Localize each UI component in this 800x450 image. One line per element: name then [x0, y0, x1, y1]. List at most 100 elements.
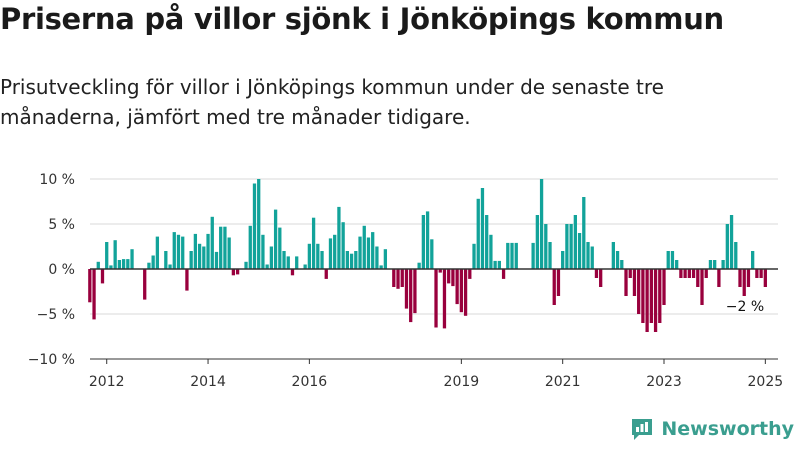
bar: [303, 264, 307, 269]
bar: [121, 259, 126, 269]
bar: [729, 215, 734, 269]
bar: [278, 227, 282, 269]
bar: [645, 269, 649, 332]
y-tick-label: −10 %: [28, 352, 75, 368]
bar: [649, 269, 653, 323]
bar: [117, 260, 122, 269]
bar: [189, 251, 193, 269]
bar: [223, 226, 227, 269]
bar: [510, 242, 514, 269]
bar: [164, 251, 168, 269]
bar: [210, 216, 214, 269]
bar: [421, 215, 425, 269]
bar: [476, 198, 480, 269]
x-tick-label: 2016: [292, 374, 328, 390]
bar: [155, 236, 160, 269]
bar: [590, 246, 594, 269]
bar: [615, 251, 620, 269]
bar: [451, 269, 455, 287]
bar: [704, 269, 708, 278]
bar: [366, 237, 371, 269]
bar: [337, 206, 341, 269]
bar: [565, 224, 569, 269]
bar: [282, 251, 286, 269]
bar: [586, 242, 590, 269]
bar: [252, 183, 257, 269]
bars: [88, 179, 767, 332]
bar: [354, 251, 358, 269]
bar: [628, 269, 632, 278]
bar: [257, 179, 261, 269]
bar: [286, 256, 290, 269]
axes: [90, 268, 778, 360]
bar: [544, 224, 548, 269]
bar: [181, 236, 185, 269]
bar: [569, 224, 573, 269]
bar: [295, 256, 299, 269]
bar: [235, 269, 240, 275]
x-axis-ticks: 2012 2014 2016 2019 2021 2023 2025: [89, 359, 783, 390]
bar: [759, 269, 763, 278]
bar: [713, 260, 717, 269]
bar: [463, 269, 468, 316]
bar: [316, 243, 320, 269]
bar: [624, 269, 628, 296]
bar: [501, 269, 506, 279]
bar: [324, 269, 328, 279]
bar: [455, 269, 459, 305]
bar: [349, 253, 354, 269]
bar: [425, 211, 430, 269]
bar: [535, 215, 539, 269]
bar: [594, 269, 599, 278]
bar: [248, 225, 252, 269]
bar: [620, 260, 624, 269]
bar: [755, 269, 759, 278]
bar: [430, 239, 434, 269]
bar: [143, 269, 147, 300]
bar: [721, 260, 725, 269]
bar: [717, 269, 721, 287]
bar: [176, 234, 181, 269]
bar: [552, 269, 556, 305]
bar: [696, 269, 700, 287]
bar: [637, 269, 641, 314]
bar: [725, 224, 729, 269]
bar: [206, 233, 210, 269]
bar: [539, 179, 544, 269]
bar: [273, 209, 278, 269]
bar: [109, 265, 113, 269]
y-tick-label: −5 %: [37, 307, 75, 323]
bar: [438, 269, 442, 273]
bar: [679, 269, 683, 278]
bar: [202, 246, 206, 269]
bar: [345, 251, 350, 269]
bar: [404, 269, 409, 309]
bar: [362, 225, 366, 269]
bar: [506, 242, 510, 269]
bar: [641, 269, 645, 323]
bar: [653, 269, 658, 332]
newsworthy-logo: Newsworthy: [629, 416, 794, 442]
bar: [573, 215, 577, 269]
bar: [168, 264, 172, 269]
bar: [611, 242, 615, 269]
bar: [746, 269, 751, 287]
y-tick-label: 5 %: [48, 217, 75, 233]
bar: [708, 260, 713, 269]
bar: [493, 260, 497, 269]
bar: [172, 232, 176, 269]
x-tick-label: 2025: [748, 374, 784, 390]
x-tick-label: 2012: [89, 374, 125, 390]
bar: [333, 234, 337, 269]
bar: [468, 269, 472, 279]
bar: [328, 238, 333, 269]
bar: [675, 260, 679, 269]
bar: [413, 269, 417, 314]
x-tick-label: 2019: [444, 374, 480, 390]
bar: [691, 269, 696, 278]
bar: [409, 269, 413, 323]
bar: [392, 269, 396, 287]
bar: [379, 265, 383, 269]
bar: [556, 269, 561, 296]
bar: [548, 242, 552, 269]
